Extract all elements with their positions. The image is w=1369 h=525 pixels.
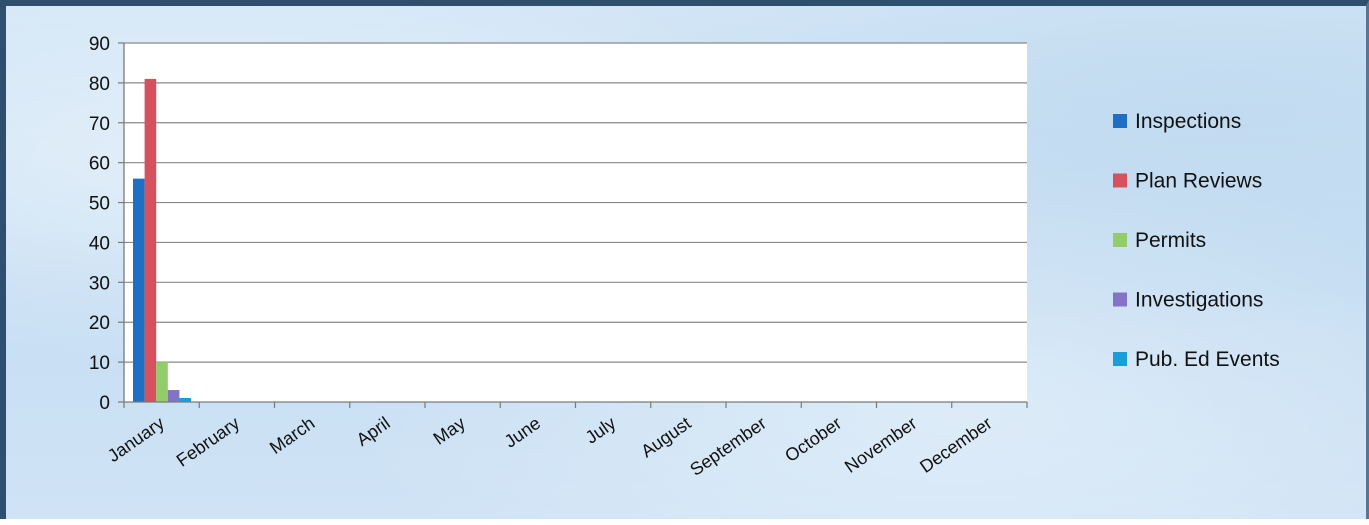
x-tick-label: March (266, 413, 318, 458)
bar-permits (156, 362, 168, 402)
bars (133, 78, 191, 403)
x-tick-label: June (501, 413, 544, 452)
legend: Inspections Plan Reviews Permits Investigat… (1113, 110, 1280, 371)
legend-label: Investigations (1135, 289, 1263, 312)
legend-swatch (1113, 173, 1127, 188)
y-tick-label: 0 (99, 393, 110, 414)
x-tick-label: July (582, 413, 620, 448)
y-tick-label: 30 (89, 273, 110, 294)
y-tick-label: 20 (89, 313, 110, 334)
x-tick-label: September (686, 413, 770, 480)
bar-chart: 0 10 20 30 40 50 60 70 80 90 January February March… (89, 34, 1280, 480)
x-axis-ticks: January February March April May June July Augu… (104, 413, 996, 480)
y-axis-ticks: 0 10 20 30 40 50 60 70 80 90 (89, 34, 110, 414)
x-tick-label: December (916, 413, 995, 477)
bar-inspections (133, 178, 145, 402)
legend-label: Pub. Ed Events (1135, 348, 1280, 371)
legend-label: Inspections (1135, 110, 1241, 133)
bar-plan-reviews (144, 78, 157, 403)
y-tick-label: 90 (89, 34, 110, 55)
legend-swatch (1113, 292, 1127, 307)
x-tick-label: January (104, 413, 168, 466)
x-tick-label: August (637, 413, 694, 462)
legend-swatch (1113, 352, 1127, 366)
y-tick-label: 50 (89, 194, 110, 215)
bar-pub-ed-events (179, 398, 191, 402)
axes (118, 42, 1028, 408)
legend-swatch (1113, 233, 1127, 247)
plot-area (124, 43, 1027, 402)
x-tick-label: April (353, 413, 394, 450)
legend-swatch (1113, 114, 1127, 128)
bar-investigations (167, 390, 180, 402)
x-tick-label: May (430, 413, 469, 449)
y-tick-label: 70 (89, 114, 110, 135)
y-tick-label: 10 (89, 353, 110, 374)
x-tick-label: October (781, 413, 845, 466)
y-tick-label: 40 (89, 233, 110, 254)
legend-label: Plan Reviews (1135, 170, 1262, 193)
x-tick-label: February (173, 413, 243, 471)
legend-label: Permits (1135, 229, 1206, 252)
x-tick-label: November (841, 413, 920, 477)
gridlines (124, 42, 1027, 363)
y-tick-label: 80 (89, 74, 110, 95)
y-tick-label: 60 (89, 154, 110, 175)
